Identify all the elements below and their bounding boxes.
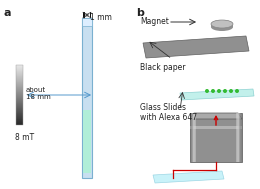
- Bar: [16, 70, 23, 71]
- Bar: [16, 100, 23, 101]
- Bar: [16, 82, 23, 83]
- Bar: [238, 113, 241, 162]
- Ellipse shape: [211, 21, 233, 29]
- Bar: [16, 123, 23, 124]
- Bar: [83, 110, 91, 173]
- Ellipse shape: [211, 22, 233, 30]
- Ellipse shape: [211, 23, 233, 31]
- Bar: [16, 96, 23, 97]
- Bar: [192, 113, 195, 162]
- Bar: [16, 76, 23, 77]
- Bar: [16, 115, 23, 116]
- Bar: [16, 124, 23, 125]
- Text: 8 mT: 8 mT: [15, 133, 34, 142]
- Bar: [16, 78, 23, 79]
- Bar: [16, 107, 23, 108]
- Circle shape: [223, 89, 227, 93]
- Bar: [16, 122, 23, 123]
- Bar: [16, 95, 23, 96]
- Polygon shape: [143, 36, 249, 58]
- Text: Glass Slides
with Alexa 647: Glass Slides with Alexa 647: [140, 103, 197, 122]
- Bar: [236, 113, 239, 162]
- Bar: [16, 80, 23, 81]
- Bar: [16, 104, 23, 105]
- Text: a: a: [4, 8, 11, 18]
- Bar: [16, 93, 23, 94]
- Bar: [239, 113, 242, 162]
- Bar: [16, 106, 23, 107]
- Bar: [237, 113, 240, 162]
- Bar: [16, 72, 23, 73]
- Bar: [89, 12, 91, 19]
- Bar: [16, 71, 23, 72]
- Bar: [16, 89, 23, 90]
- Bar: [193, 113, 196, 162]
- Bar: [16, 118, 23, 119]
- Bar: [190, 113, 193, 162]
- Polygon shape: [153, 171, 224, 183]
- Bar: [16, 114, 23, 115]
- Circle shape: [211, 89, 215, 93]
- Bar: [16, 116, 23, 117]
- Bar: [16, 81, 23, 82]
- Bar: [16, 83, 23, 84]
- Bar: [16, 74, 23, 75]
- Bar: [16, 117, 23, 118]
- FancyBboxPatch shape: [82, 18, 92, 178]
- Bar: [16, 102, 23, 103]
- Bar: [82, 18, 92, 26]
- Bar: [16, 88, 23, 89]
- Bar: [16, 87, 23, 88]
- Bar: [16, 112, 23, 113]
- Text: Magnet: Magnet: [140, 18, 169, 26]
- Bar: [16, 108, 23, 109]
- Ellipse shape: [211, 20, 233, 28]
- Text: b: b: [136, 8, 144, 18]
- Bar: [16, 75, 23, 76]
- Bar: [16, 120, 23, 121]
- Bar: [191, 113, 194, 162]
- Circle shape: [217, 89, 221, 93]
- Bar: [16, 65, 23, 66]
- Bar: [16, 92, 23, 93]
- Circle shape: [229, 89, 233, 93]
- Bar: [16, 85, 23, 86]
- Bar: [16, 65, 23, 125]
- Bar: [83, 12, 84, 19]
- Bar: [16, 119, 23, 120]
- Bar: [190, 126, 242, 129]
- Bar: [16, 113, 23, 114]
- Polygon shape: [190, 113, 242, 119]
- Bar: [16, 121, 23, 122]
- Bar: [190, 113, 242, 162]
- Text: Black paper: Black paper: [140, 63, 185, 72]
- Text: 1 mm: 1 mm: [90, 12, 112, 22]
- Bar: [16, 109, 23, 110]
- Bar: [16, 90, 23, 91]
- Bar: [16, 66, 23, 67]
- Bar: [16, 98, 23, 99]
- Bar: [16, 99, 23, 100]
- Bar: [16, 110, 23, 111]
- Bar: [16, 69, 23, 70]
- Circle shape: [235, 89, 239, 93]
- Bar: [16, 94, 23, 95]
- Bar: [16, 101, 23, 102]
- Circle shape: [205, 89, 209, 93]
- Bar: [16, 97, 23, 98]
- Bar: [16, 68, 23, 69]
- Bar: [16, 111, 23, 112]
- Bar: [16, 91, 23, 92]
- Bar: [16, 84, 23, 85]
- Bar: [16, 67, 23, 68]
- Polygon shape: [180, 89, 254, 100]
- Bar: [16, 77, 23, 78]
- Bar: [16, 105, 23, 106]
- Text: about
18 mm: about 18 mm: [26, 87, 51, 100]
- Bar: [16, 103, 23, 104]
- Ellipse shape: [211, 20, 233, 28]
- Bar: [16, 73, 23, 74]
- Bar: [16, 79, 23, 80]
- Bar: [16, 86, 23, 87]
